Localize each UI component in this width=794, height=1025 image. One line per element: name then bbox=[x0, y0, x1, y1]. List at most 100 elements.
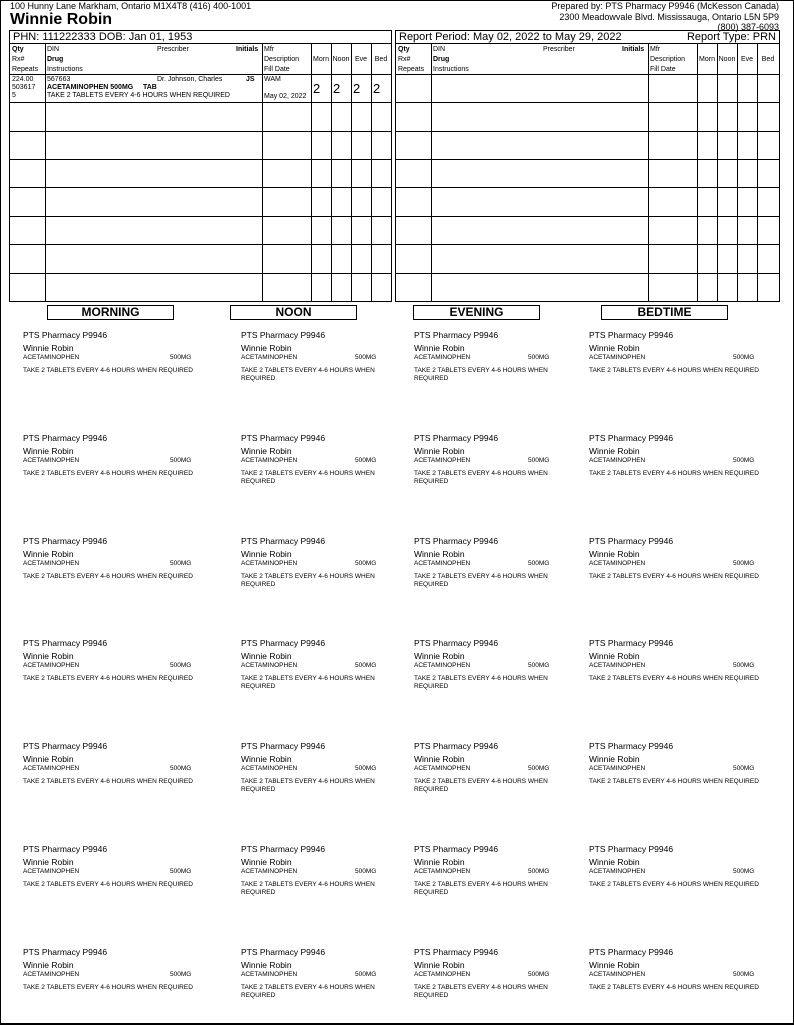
label-patient: Winnie Robin bbox=[23, 651, 74, 662]
label-instructions: TAKE 2 TABLETS EVERY 4-6 HOURS WHEN REQU… bbox=[23, 469, 193, 477]
pharmacy-label: PTS Pharmacy P9946 Winnie Robin ACETAMINOP… bbox=[241, 638, 386, 698]
header-mfr: Mfr bbox=[650, 46, 661, 53]
label-patient: Winnie Robin bbox=[241, 343, 292, 353]
label-strength: 500MG bbox=[355, 662, 377, 670]
pharmacy-label: PTS Pharmacy P9946 Winnie Robin ACETAMINOP… bbox=[23, 433, 203, 493]
label-pharmacy: PTS Pharmacy P9946 bbox=[589, 741, 674, 752]
label-instructions: TAKE 2 TABLETS EVERY 4-6 HOURS WHEN REQU… bbox=[241, 367, 375, 382]
header-noon: Noon bbox=[718, 56, 736, 63]
pharmacy-label: PTS Pharmacy P9946 Winnie Robin ACETAMINOP… bbox=[23, 330, 203, 390]
label-instructions: TAKE 2 TABLETS EVERY 4-6 HOURS WHEN REQU… bbox=[589, 469, 759, 477]
label-drug: ACETAMINOPHEN bbox=[589, 559, 646, 567]
label-pharmacy: PTS Pharmacy P9946 bbox=[241, 946, 326, 957]
medication-table-right: Report Period: May 02, 2022 to May 29, 2… bbox=[395, 30, 780, 302]
label-drug: ACETAMINOPHEN bbox=[414, 970, 471, 978]
label-pharmacy: PTS Pharmacy P9946 bbox=[241, 638, 326, 649]
row-divider bbox=[396, 102, 779, 103]
repeats: 5 bbox=[12, 92, 16, 99]
pharmacy-label: PTS Pharmacy P9946 Winnie Robin ACETAMINOP… bbox=[414, 638, 559, 698]
label-strength: 500MG bbox=[355, 970, 377, 978]
label-patient: Winnie Robin bbox=[241, 445, 292, 456]
pharmacy-label: PTS Pharmacy P9946 Winnie Robin ACETAMINOP… bbox=[414, 330, 559, 390]
bed-dose: 2 bbox=[373, 81, 381, 96]
label-strength: 500MG bbox=[528, 970, 550, 978]
label-pharmacy: PTS Pharmacy P9946 bbox=[241, 535, 326, 546]
row-divider bbox=[10, 244, 391, 245]
column-divider bbox=[262, 44, 263, 301]
label-pharmacy: PTS Pharmacy P9946 bbox=[23, 535, 108, 546]
label-drug: ACETAMINOPHEN bbox=[23, 456, 80, 464]
header-eve: Eve bbox=[740, 56, 754, 63]
pharmacy-label: PTS Pharmacy P9946 Winnie Robin ACETAMINOP… bbox=[589, 536, 769, 596]
label-patient: Winnie Robin bbox=[589, 343, 640, 353]
label-drug: ACETAMINOPHEN bbox=[414, 765, 471, 773]
label-strength: 500MG bbox=[528, 765, 550, 773]
pharmacy-label: PTS Pharmacy P9946 Winnie Robin ACETAMINOP… bbox=[241, 433, 386, 493]
label-drug: ACETAMINOPHEN bbox=[241, 456, 298, 464]
label-strength: 500MG bbox=[733, 662, 755, 670]
pharmacy-label: PTS Pharmacy P9946 Winnie Robin ACETAMINOP… bbox=[414, 947, 559, 1007]
label-instructions: TAKE 2 TABLETS EVERY 4-6 HOURS WHEN REQU… bbox=[23, 367, 193, 374]
instructions: TAKE 2 TABLETS EVERY 4-6 HOURS WHEN REQU… bbox=[47, 92, 230, 99]
phn-dob: PHN: 111222333 DOB: Jan 01, 1953 bbox=[10, 31, 391, 44]
label-instructions: TAKE 2 TABLETS EVERY 4-6 HOURS WHEN REQU… bbox=[241, 778, 375, 794]
header-description: Description bbox=[650, 56, 686, 63]
header-instructions: Instructions bbox=[47, 66, 83, 73]
label-patient: Winnie Robin bbox=[414, 343, 465, 353]
header-prescriber: Prescriber bbox=[157, 46, 189, 53]
label-drug: ACETAMINOPHEN bbox=[241, 559, 298, 567]
pharmacy-label: PTS Pharmacy P9946 Winnie Robin ACETAMINOP… bbox=[241, 330, 386, 390]
pharmacy-label: PTS Pharmacy P9946 Winnie Robin ACETAMINOP… bbox=[23, 536, 203, 596]
qty: 224.00 bbox=[12, 76, 34, 83]
label-patient: Winnie Robin bbox=[414, 959, 465, 970]
label-pharmacy: PTS Pharmacy P9946 bbox=[589, 432, 674, 443]
pharmacy-label: PTS Pharmacy P9946 Winnie Robin ACETAMINOP… bbox=[241, 947, 386, 1007]
label-pharmacy: PTS Pharmacy P9946 bbox=[414, 432, 499, 443]
header-drug: Drug bbox=[47, 56, 64, 63]
label-strength: 500MG bbox=[355, 559, 377, 567]
label-strength: 500MG bbox=[170, 559, 192, 567]
label-strength: 500MG bbox=[170, 354, 192, 361]
label-instructions: TAKE 2 TABLETS EVERY 4-6 HOURS WHEN REQU… bbox=[414, 675, 548, 691]
label-pharmacy: PTS Pharmacy P9946 bbox=[23, 741, 108, 752]
label-pharmacy: PTS Pharmacy P9946 bbox=[23, 844, 108, 854]
label-drug: ACETAMINOPHEN bbox=[589, 970, 646, 978]
header-morn: Morn bbox=[313, 56, 329, 63]
column-divider bbox=[757, 44, 758, 301]
label-drug: ACETAMINOPHEN bbox=[23, 868, 80, 875]
pharmacy-label: PTS Pharmacy P9946 Winnie Robin ACETAMINOP… bbox=[589, 947, 769, 1007]
label-strength: 500MG bbox=[528, 354, 550, 361]
label-instructions: TAKE 2 TABLETS EVERY 4-6 HOURS WHEN REQU… bbox=[241, 572, 375, 588]
time-header-bedtime: BEDTIME bbox=[601, 305, 728, 320]
header-drug: Drug bbox=[433, 56, 450, 63]
eve-dose: 2 bbox=[353, 81, 361, 96]
label-instructions: TAKE 2 TABLETS EVERY 4-6 HOURS WHEN REQU… bbox=[23, 983, 193, 991]
row-divider bbox=[10, 74, 391, 75]
label-strength: 500MG bbox=[528, 456, 550, 464]
column-divider bbox=[717, 44, 718, 301]
label-strength: 500MG bbox=[170, 456, 192, 464]
label-pharmacy: PTS Pharmacy P9946 bbox=[23, 330, 108, 340]
label-pharmacy: PTS Pharmacy P9946 bbox=[241, 432, 326, 443]
label-patient: Winnie Robin bbox=[23, 445, 74, 456]
column-divider bbox=[311, 44, 312, 301]
row-divider bbox=[396, 159, 779, 160]
header-repeats: Repeats bbox=[398, 66, 425, 73]
label-drug: ACETAMINOPHEN bbox=[589, 868, 646, 875]
header-description: Description bbox=[264, 56, 300, 63]
column-divider bbox=[371, 44, 372, 301]
label-instructions: TAKE 2 TABLETS EVERY 4-6 HOURS WHEN REQU… bbox=[414, 778, 548, 794]
pharmacy-label: PTS Pharmacy P9946 Winnie Robin ACETAMINOP… bbox=[241, 536, 386, 596]
label-pharmacy: PTS Pharmacy P9946 bbox=[589, 844, 674, 854]
label-drug: ACETAMINOPHEN bbox=[589, 354, 646, 361]
label-instructions: TAKE 2 TABLETS EVERY 4-6 HOURS WHEN REQU… bbox=[589, 778, 759, 786]
label-pharmacy: PTS Pharmacy P9946 bbox=[241, 844, 326, 854]
header-initials: Initials bbox=[236, 46, 259, 53]
report-header: Report Period: May 02, 2022 to May 29, 2… bbox=[396, 31, 779, 44]
label-drug: ACETAMINOPHEN bbox=[241, 354, 298, 361]
label-instructions: TAKE 2 TABLETS EVERY 4-6 HOURS WHEN REQU… bbox=[589, 983, 759, 991]
header-qty: Qty bbox=[398, 46, 410, 53]
header-bed: Bed bbox=[761, 56, 775, 63]
header-mfr: Mfr bbox=[264, 46, 275, 53]
prescriber: Dr. Johnson, Charles bbox=[157, 76, 223, 83]
